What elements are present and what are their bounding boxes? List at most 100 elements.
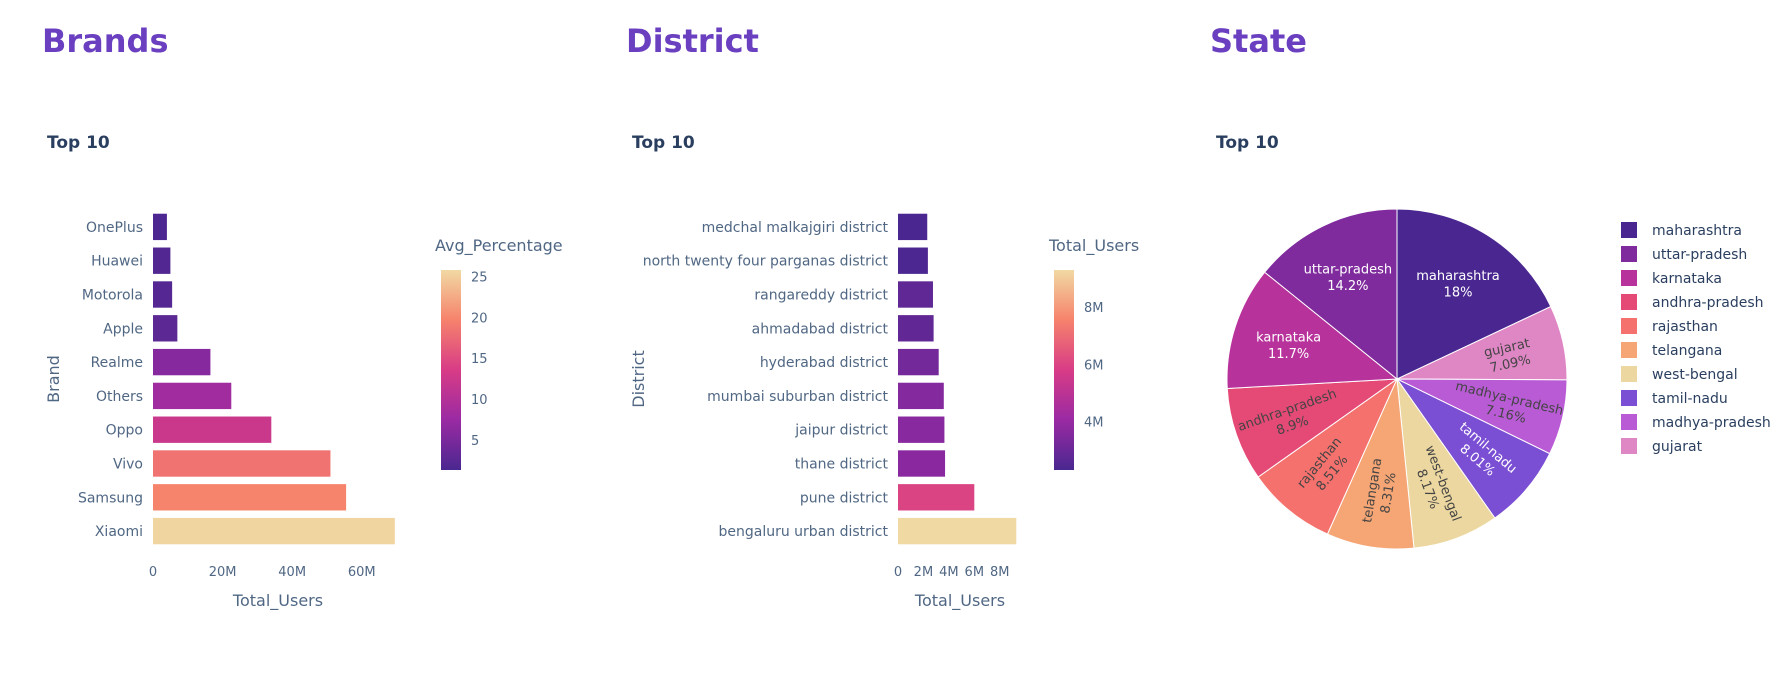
district-colorbar-title: Total_Users: [1048, 236, 1139, 256]
pie-label-name: uttar-pradesh: [1304, 263, 1392, 278]
pie-label-name: karnataka: [1256, 331, 1321, 346]
brands-bar-chart: Top 10 Xiaomi Samsung Vivo Oppo Others Realme A…: [44, 133, 563, 611]
legend-swatch-tamil-nadu: [1621, 390, 1637, 406]
district-chart-title: Top 10: [632, 133, 695, 153]
brands-bar-vivo: [153, 450, 331, 477]
district-bar-mumbai-suburban-district: [898, 382, 944, 410]
district-category-label: medchal malkajgiri district: [702, 220, 889, 236]
district-category-label: hyderabad district: [760, 355, 889, 371]
brands-category-label: Xiaomi: [95, 524, 143, 540]
pie-label-uttar-pradesh: uttar-pradesh 14.2%: [1304, 263, 1392, 294]
pie-label-percent: 14.2%: [1327, 279, 1368, 294]
pie-slice-uttar-pradesh: [1264, 208, 1398, 381]
district-x-axis-label: Total_Users: [914, 591, 1005, 611]
state-section-title: State: [1210, 22, 1307, 60]
brands-x-axis-label: Total_Users: [232, 591, 323, 611]
pie-label-karnataka: karnataka 11.7%: [1256, 331, 1321, 362]
district-bar-bengaluru-urban-district: [898, 517, 1017, 545]
district-x-tick-label: 6M: [965, 565, 985, 580]
brands-x-tick-label: 60M: [348, 565, 376, 580]
brands-category-label: Huawei: [91, 254, 143, 270]
pie-slice-rajasthan: [1257, 377, 1399, 535]
district-bar-rangareddy-district: [898, 281, 933, 308]
brands-bar-realme: [153, 348, 211, 376]
brands-section-title: Brands: [42, 22, 169, 60]
brands-colorbar-tick-label: 25: [471, 271, 488, 286]
pie-slice-maharashtra: [1396, 208, 1552, 380]
district-colorbar-tick-label: 8M: [1084, 301, 1104, 316]
district-y-axis-label: District: [629, 350, 648, 407]
legend-swatch-telangana: [1621, 342, 1637, 358]
brands-bar-huawei: [153, 247, 171, 274]
brands-category-label: Others: [96, 389, 143, 405]
brands-x-tick-label: 40M: [278, 565, 306, 580]
district-bar-chart: Top 10 bengaluru urban district pune distr…: [629, 133, 1139, 611]
district-category-label: rangareddy district: [754, 288, 888, 304]
brands-chart-title: Top 10: [47, 133, 110, 153]
district-bar-north-twenty-four-parganas-district: [898, 247, 928, 274]
pie-label-maharashtra: maharashtra 18%: [1416, 269, 1500, 300]
legend-swatch-gujarat: [1621, 438, 1637, 454]
brands-bar-samsung: [153, 484, 347, 511]
legend-swatch-rajasthan: [1621, 318, 1637, 334]
pie-label-percent: 18%: [1444, 285, 1473, 300]
brands-colorbar-tick-label: 15: [471, 352, 488, 367]
brands-colorbar-tick-label: 20: [471, 311, 488, 326]
district-category-label: thane district: [795, 457, 889, 473]
pie-label-percent: 8.31%: [1378, 471, 1399, 514]
legend-swatch-andhra-pradesh: [1621, 294, 1637, 310]
district-section-title: District: [626, 22, 759, 60]
legend-swatch-west-bengal: [1621, 366, 1637, 382]
brands-category-label: Motorola: [82, 288, 143, 304]
legend-label-rajasthan: rajasthan: [1652, 319, 1718, 335]
brands-bar-apple: [153, 315, 178, 342]
pie-slice-andhra-pradesh: [1226, 378, 1399, 478]
pie-slice-west-bengal: [1396, 377, 1496, 549]
district-bar-ahmadabad-district: [898, 315, 934, 342]
legend-label-karnataka: karnataka: [1652, 271, 1722, 287]
brands-x-tick-label: 20M: [209, 565, 237, 580]
brands-category-label: Samsung: [78, 490, 143, 506]
district-x-tick-label: 0: [894, 565, 902, 580]
legend-swatch-uttar-pradesh: [1621, 246, 1637, 262]
legend-swatch-madhya-pradesh: [1621, 414, 1637, 430]
district-bar-jaipur-district: [898, 416, 945, 443]
legend-swatch-karnataka: [1621, 270, 1637, 286]
district-bar-hyderabad-district: [898, 348, 939, 376]
district-category-label: bengaluru urban district: [719, 524, 889, 540]
legend-label-west-bengal: west-bengal: [1652, 367, 1738, 383]
legend-label-telangana: telangana: [1652, 343, 1722, 359]
brands-bar-oppo: [153, 416, 272, 443]
legend-swatch-maharashtra: [1621, 222, 1637, 238]
pie-label-name: maharashtra: [1416, 269, 1500, 284]
district-x-tick-label: 8M: [990, 565, 1010, 580]
pie-slice-karnataka: [1226, 271, 1399, 389]
district-colorbar: [1054, 270, 1074, 470]
district-category-label: ahmadabad district: [752, 321, 889, 337]
brands-category-label: Oppo: [106, 423, 143, 439]
brands-category-label: Apple: [103, 321, 143, 337]
legend-label-tamil-nadu: tamil-nadu: [1652, 391, 1728, 407]
district-colorbar-tick-label: 4M: [1084, 415, 1104, 430]
brands-y-axis-label: Brand: [44, 355, 63, 403]
brands-colorbar: [441, 270, 461, 470]
brands-bar-xiaomi: [153, 517, 395, 545]
pie-slice-telangana: [1326, 377, 1415, 550]
brands-category-label: Realme: [91, 355, 143, 371]
brands-category-label: Vivo: [113, 457, 143, 473]
district-category-label: pune district: [800, 490, 889, 506]
district-bar-pune-district: [898, 484, 975, 511]
district-x-tick-label: 4M: [939, 565, 959, 580]
brands-colorbar-tick-label: 10: [471, 393, 488, 408]
pie-label-telangana: telangana8.31%: [1360, 457, 1401, 526]
brands-x-tick-label: 0: [149, 565, 157, 580]
brands-category-label: OnePlus: [86, 220, 143, 236]
district-colorbar-tick-label: 6M: [1084, 358, 1104, 373]
district-category-label: mumbai suburban district: [707, 389, 888, 405]
pie-label-percent: 11.7%: [1268, 347, 1309, 362]
district-bar-medchal-malkajgiri-district: [898, 213, 928, 241]
legend-label-maharashtra: maharashtra: [1652, 223, 1742, 239]
district-x-tick-label: 2M: [914, 565, 934, 580]
